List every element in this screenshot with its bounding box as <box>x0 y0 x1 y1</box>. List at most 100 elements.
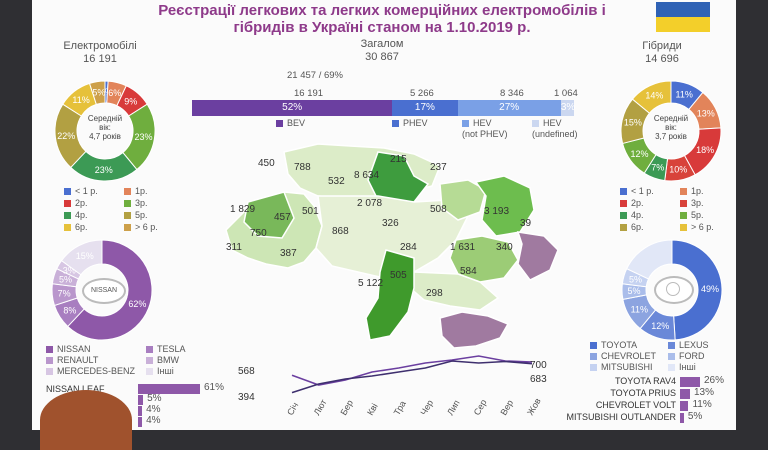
stacked-bar-segment: 27% <box>457 100 561 116</box>
overall-share-note: 21 457 / 69% <box>287 70 343 81</box>
legend-age-5: 5р. <box>124 210 148 220</box>
map-value: 1 829 <box>230 204 256 215</box>
hybrid-model-label: TOYOTA PRIUS <box>610 388 676 398</box>
monthly-line-chart: Січ Лют Бер Кві Тра Чер Лип Сер Вер Жов <box>285 355 543 417</box>
donut-slice <box>631 80 672 114</box>
ev-model-bar <box>138 395 144 405</box>
map-region-south <box>409 271 500 311</box>
ev-header: Електромобілі 16 191 <box>63 40 137 65</box>
hybrid-brand-donut: 49% 12%11% 5% 5% <box>621 239 723 341</box>
map-region-poltava <box>439 179 487 221</box>
line-series <box>291 360 533 394</box>
line-label-right-bottom: 683 <box>530 374 547 385</box>
stacked-bar-segment: 52% <box>192 100 393 116</box>
donut-slice-label: 9% <box>124 97 137 107</box>
map-value: 326 <box>382 218 399 229</box>
map-value: 450 <box>258 158 275 169</box>
map-region-odesa <box>365 249 415 341</box>
map-value: 387 <box>280 248 297 259</box>
map-value: 39 <box>520 218 532 229</box>
hybrid-model-label: TOYOTA RAV4 <box>614 376 676 386</box>
map-value: 501 <box>302 206 319 217</box>
toyota-logo <box>654 276 694 304</box>
legend-age-2: 2р. <box>64 198 88 208</box>
bar-num-hev: 8 346 <box>500 88 524 99</box>
ev-age-legend: < 1 р. 1р. 2р. 3р. 4р. 5р. 6р. > 6 р. <box>64 186 174 238</box>
bar-num-bev: 16 191 <box>294 88 324 99</box>
map-value: 284 <box>400 242 417 253</box>
map-value: 237 <box>430 162 447 173</box>
ev-model-value: 4% <box>146 415 161 426</box>
map-value: 584 <box>460 266 477 277</box>
hybrid-age-donut: 11% 13% 18% 10% 7%12% 15% 14% <box>620 80 722 182</box>
donut-slice-label: 49% <box>701 284 719 294</box>
map-value: 532 <box>328 176 345 187</box>
ukraine-flag <box>656 2 710 32</box>
nissan-logo: NISSAN <box>82 278 126 304</box>
donut-slice <box>60 239 103 276</box>
line-x-tick: Кві <box>365 402 380 417</box>
legend-age-6: 6р. <box>64 222 88 232</box>
map-value: 505 <box>390 270 407 281</box>
line-x-tick: Чер <box>418 398 435 417</box>
donut-slice-label: 11% <box>676 89 693 99</box>
donut-slice-label: 22% <box>57 131 75 141</box>
bar-legend-phev: PHEV <box>392 118 428 128</box>
donut-slice-label: 12% <box>651 321 669 331</box>
ev-model-value: 5% <box>147 393 162 404</box>
bar-legend-hev-undefined: HEV (undefined) <box>532 118 578 139</box>
donut-slice-label: 7% <box>651 163 664 173</box>
stacked-bar-segment: 17% <box>392 100 458 116</box>
hybrid-model-label: CHEVROLET VOLT <box>595 400 676 410</box>
hybrid-model-bar <box>680 377 700 387</box>
map-region-donbas <box>516 231 559 281</box>
map-value: 8 634 <box>354 170 380 181</box>
map-region-crimea <box>439 311 510 349</box>
legend-age-3: 3р. <box>124 198 148 208</box>
line-label-right-top: 700 <box>530 360 547 371</box>
hybrid-model-bar <box>680 389 690 399</box>
donut-slice-label: 12% <box>630 149 648 159</box>
map-region-dnipro <box>449 235 519 283</box>
map-region-center <box>315 195 469 279</box>
donut-slice-label: 23% <box>95 165 113 175</box>
legend-age-4: 4р. <box>64 210 88 220</box>
donut-slice <box>626 239 673 280</box>
donut-slice <box>88 80 106 106</box>
hybrid-model-bar <box>680 413 684 423</box>
map-value: 750 <box>250 228 267 239</box>
bar-num-phev: 5 266 <box>410 88 434 99</box>
map-value: 340 <box>496 242 513 253</box>
donut-slice-label: 18% <box>696 145 714 155</box>
donut-slice-label: 5% <box>92 87 105 97</box>
line-label-left-top: 568 <box>238 366 255 377</box>
slide-title: Реєстрації легкових та легких комерційни… <box>158 2 606 36</box>
ev-age-center: Середній вік: 4,7 років <box>87 114 123 141</box>
donut-slice-label: 6% <box>108 88 121 98</box>
donut-slice-label: 5% <box>628 286 641 296</box>
map-region-west-hl <box>243 191 295 239</box>
legend-age-lt1: < 1 р. <box>64 186 98 196</box>
donut-slice-label: 3% <box>63 266 76 276</box>
hybrid-brand-legend: TOYOTA LEXUS CHEVROLET FORD MITSUBISHI І… <box>590 340 736 378</box>
map-value: 868 <box>332 226 349 237</box>
donut-slice-label: 10% <box>669 164 687 174</box>
hybrid-model-value: 13% <box>694 387 715 398</box>
map-value: 457 <box>274 212 291 223</box>
donut-slice-label: 14% <box>645 91 663 101</box>
line-x-tick: Сер <box>472 398 489 417</box>
line-series <box>291 355 533 386</box>
donut-slice <box>67 239 153 341</box>
ev-model-value: 4% <box>146 404 161 415</box>
donut-slice-label: 1% <box>100 87 113 97</box>
hybrid-model-bar <box>680 401 689 411</box>
donut-slice-label: 7% <box>58 289 71 299</box>
donut-slice-label: 62% <box>128 299 146 309</box>
hybrid-age-legend: < 1 р. 1р. 2р. 3р. 4р. 5р. 6р. > 6 р. <box>620 186 730 238</box>
line-x-tick: Жов <box>525 396 543 417</box>
map-value: 298 <box>426 288 443 299</box>
bar-num-hev-undefined: 1 064 <box>554 88 578 99</box>
hybrid-age-center: Середній вік: 3,7 років <box>653 114 689 141</box>
donut-slice-label: 8% <box>63 305 76 315</box>
map-value: 2 078 <box>357 198 383 209</box>
